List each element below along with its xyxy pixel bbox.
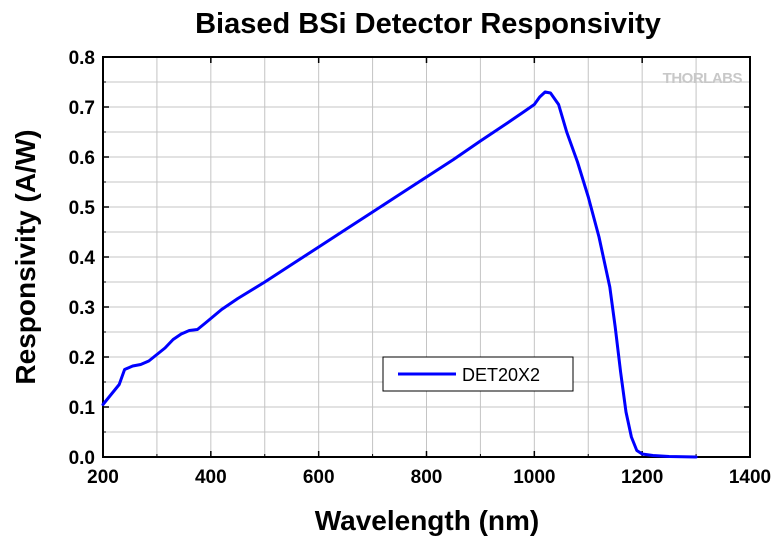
y-tick-label: 0.6 [69, 148, 95, 169]
chart-title: Biased BSi Detector Responsivity [195, 8, 661, 40]
y-axis-label: Responsivity (A/W) [10, 129, 41, 384]
legend-label-det20x2: DET20X2 [462, 365, 540, 385]
x-tick-label: 1400 [729, 467, 771, 488]
y-tick-label: 0.3 [69, 298, 95, 319]
grid-lines [103, 57, 750, 457]
y-tick-label: 0.7 [69, 98, 95, 119]
thorlabs-logo: THORLABS [663, 70, 743, 87]
legend: DET20X2 [382, 356, 574, 392]
y-tick-label: 0.5 [69, 198, 96, 219]
logo-text: THORLABS [663, 70, 743, 87]
x-tick-label: 1000 [513, 467, 555, 488]
y-tick-label: 0.8 [69, 48, 95, 69]
x-tick-labels: 200 400 600 800 1000 1200 1400 [87, 467, 771, 488]
y-tick-labels: 0.0 0.1 0.2 0.3 0.4 0.5 0.6 0.7 0.8 [69, 48, 96, 469]
y-tick-label: 0.4 [69, 248, 96, 269]
x-tick-label: 800 [411, 467, 443, 488]
y-tick-label: 0.2 [69, 348, 95, 369]
x-tick-label: 1200 [621, 467, 663, 488]
x-axis-label: Wavelength (nm) [315, 505, 540, 536]
x-tick-label: 200 [87, 467, 119, 488]
x-tick-label: 400 [195, 467, 227, 488]
series-line-det20x2 [101, 90, 698, 459]
x-tick-label: 600 [303, 467, 335, 488]
y-tick-label: 0.0 [69, 448, 95, 469]
y-tick-label: 0.1 [69, 398, 96, 419]
